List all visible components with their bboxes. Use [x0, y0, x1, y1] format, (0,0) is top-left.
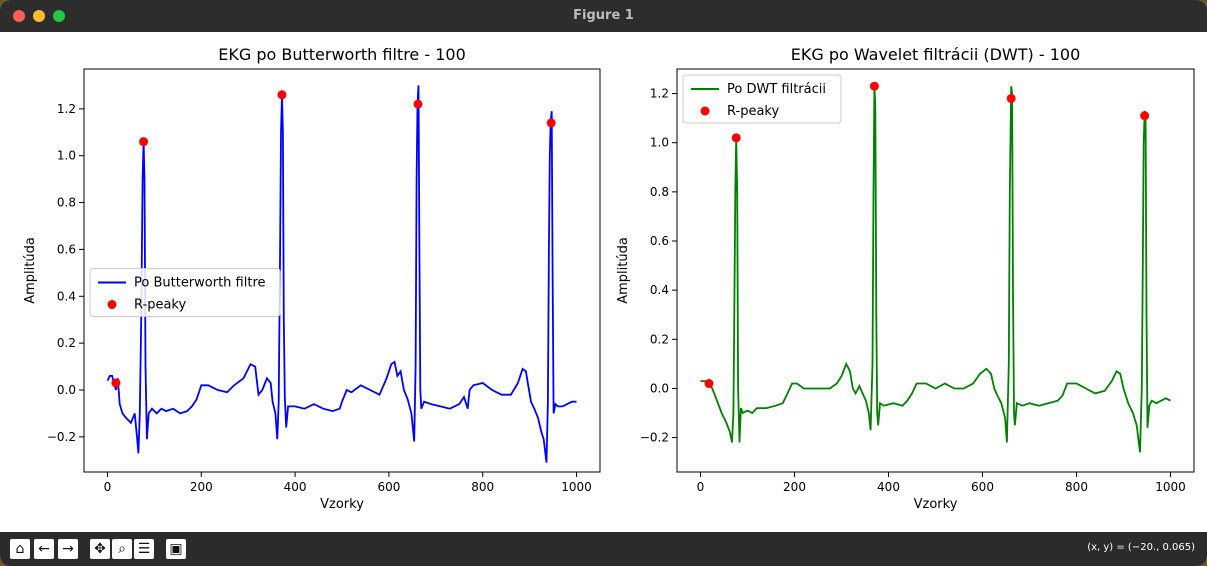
- y-tick-label: −0.2: [47, 430, 76, 444]
- r-peak-point: [546, 118, 556, 128]
- close-window-button[interactable]: [13, 10, 25, 22]
- window-title: Figure 1: [573, 8, 634, 23]
- save-icon: ▣: [169, 541, 183, 557]
- chart-title: EKG po Wavelet filtrácii (DWT) - 100: [791, 45, 1081, 64]
- y-tick-label: 0.4: [57, 289, 76, 303]
- legend-label: R-peaky: [134, 298, 186, 313]
- x-axis-label: Vzorky: [914, 497, 958, 512]
- y-tick-label: 0.6: [650, 234, 669, 248]
- arrow-right-icon: →: [62, 541, 74, 557]
- r-peak-point: [413, 99, 423, 109]
- series-line: [106, 85, 577, 463]
- legend-marker-swatch: [700, 106, 710, 116]
- forward-button[interactable]: →: [58, 539, 78, 559]
- y-tick-label: 0.0: [650, 381, 669, 395]
- y-tick-label: 0.2: [57, 336, 76, 350]
- r-peak-point: [111, 378, 121, 388]
- x-tick-label: 1000: [1155, 480, 1186, 494]
- y-tick-label: 0.8: [650, 185, 669, 199]
- legend-box: [682, 74, 842, 124]
- title-bar: Figure 1: [0, 0, 1207, 32]
- r-peak-point: [731, 133, 741, 143]
- y-tick-label: −0.2: [640, 431, 669, 445]
- figure-canvas[interactable]: EKG po Butterworth filtre - 100 0 200 400 60…: [6, 32, 1201, 532]
- r-peak-point: [704, 379, 714, 389]
- y-tick-label: 1.0: [57, 149, 76, 163]
- pan-button[interactable]: ✥: [90, 539, 110, 559]
- maximize-window-button[interactable]: [53, 10, 65, 22]
- y-tick-label: 1.2: [650, 87, 669, 101]
- r-peak-point: [1006, 93, 1016, 103]
- series-line: [700, 86, 1171, 453]
- legend-box: [89, 268, 281, 317]
- configure-subplots-button[interactable]: ☰: [134, 539, 154, 559]
- x-tick-label: 200: [783, 480, 806, 494]
- legend-marker-swatch: [107, 300, 117, 309]
- y-axis-label: Amplitúda: [23, 237, 38, 304]
- legend-label: Po Butterworth filtre: [134, 276, 266, 291]
- legend-label: R-peaky: [727, 104, 779, 119]
- x-axis-label: Vzorky: [320, 497, 364, 512]
- subplot-2: EKG po Wavelet filtrácii (DWT) - 100 0 200…: [616, 45, 1195, 512]
- x-tick-label: 600: [971, 480, 994, 494]
- figure-svg: EKG po Butterworth filtre - 100 0 200 400 60…: [23, 45, 1195, 512]
- x-tick-label: 400: [284, 480, 307, 494]
- y-tick-label: 1.0: [650, 136, 669, 150]
- minimize-window-button[interactable]: [33, 10, 45, 22]
- x-tick-label: 0: [104, 480, 112, 494]
- sliders-icon: ☰: [137, 541, 151, 557]
- y-tick-label: 0.2: [650, 332, 669, 346]
- y-axis-label: Amplitúda: [616, 237, 631, 304]
- x-tick-label: 0: [697, 480, 705, 494]
- save-button[interactable]: ▣: [166, 539, 186, 559]
- y-tick-label: 0.0: [57, 383, 76, 397]
- legend-label: Po DWT filtrácii: [727, 82, 826, 97]
- x-tick-label: 400: [877, 480, 900, 494]
- home-button[interactable]: ⌂: [10, 539, 30, 559]
- x-tick-label: 200: [190, 480, 213, 494]
- r-peak-point: [139, 137, 149, 147]
- x-tick-label: 800: [471, 480, 494, 494]
- arrow-left-icon: ←: [38, 541, 50, 557]
- chart-title: EKG po Butterworth filtre - 100: [218, 45, 466, 64]
- back-button[interactable]: ←: [34, 539, 54, 559]
- r-peak-point: [277, 90, 287, 100]
- axes-frame: [676, 68, 1195, 473]
- pan-icon: ✥: [94, 541, 106, 557]
- cursor-coordinates: (x, y) = (−20., 0.065): [1087, 542, 1195, 553]
- x-tick-label: 600: [377, 480, 400, 494]
- subplot-1: EKG po Butterworth filtre - 100 0 200 400 60…: [23, 45, 601, 512]
- y-tick-label: 0.8: [57, 196, 76, 210]
- r-peak-point: [1140, 111, 1150, 121]
- zoom-button[interactable]: ⌕: [112, 539, 132, 559]
- zoom-icon: ⌕: [118, 541, 126, 557]
- y-tick-label: 0.4: [650, 283, 669, 297]
- x-tick-label: 800: [1065, 480, 1088, 494]
- y-tick-label: 0.6: [57, 242, 76, 256]
- navigation-toolbar: ⌂ ← → ✥ ⌕ ☰ ▣ (x, y) = (−20., 0.065): [0, 532, 1207, 566]
- x-tick-label: 1000: [561, 480, 592, 494]
- r-peak-point: [869, 81, 879, 91]
- home-icon: ⌂: [15, 541, 25, 557]
- y-tick-label: 1.2: [57, 102, 76, 116]
